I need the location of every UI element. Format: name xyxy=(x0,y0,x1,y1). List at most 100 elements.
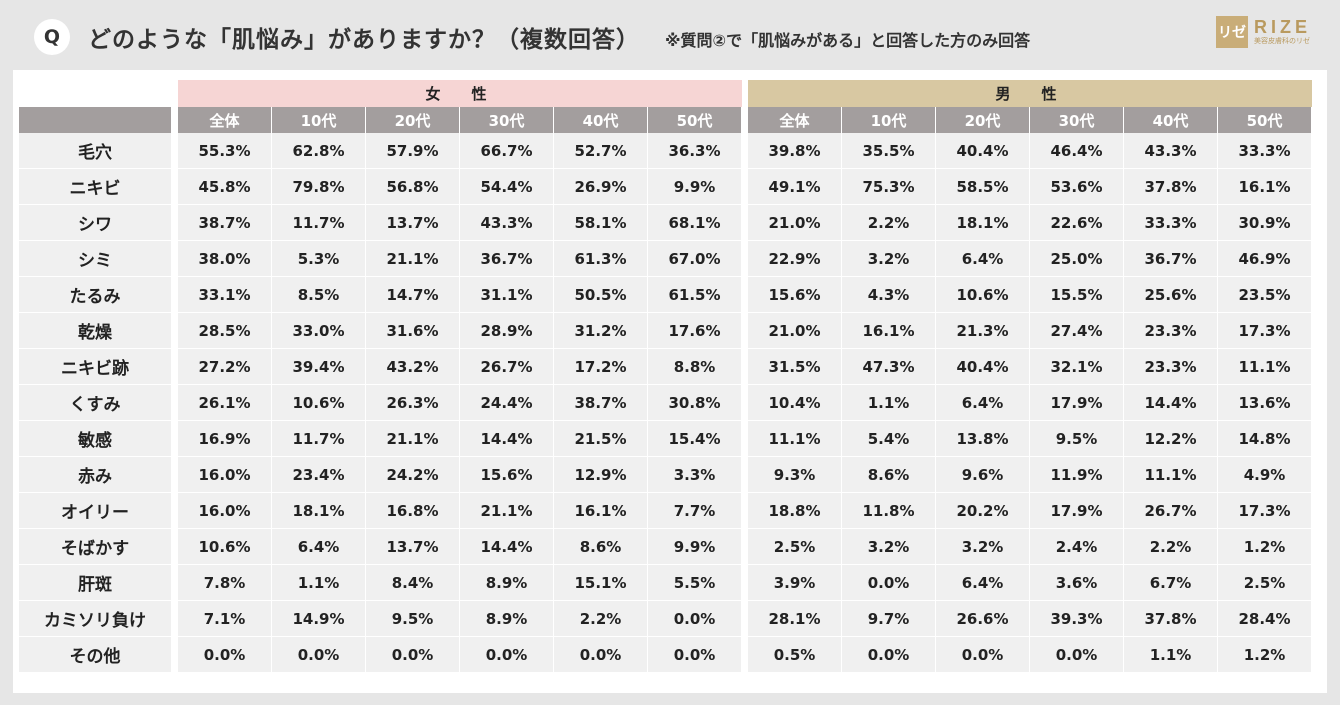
value-cell-female: 0.0% xyxy=(648,637,742,673)
row-label: 肝斑 xyxy=(19,565,172,601)
value-cell-female: 15.1% xyxy=(554,565,648,601)
value-cell-male: 0.0% xyxy=(842,565,936,601)
value-cell-male: 6.7% xyxy=(1124,565,1218,601)
value-cell-male: 13.8% xyxy=(936,421,1030,457)
value-cell-male: 58.5% xyxy=(936,169,1030,205)
value-cell-female: 14.4% xyxy=(460,421,554,457)
value-cell-female: 5.5% xyxy=(648,565,742,601)
value-cell-male: 32.1% xyxy=(1030,349,1124,385)
value-cell-male: 28.1% xyxy=(748,601,842,637)
gap-cell xyxy=(172,529,178,565)
value-cell-male: 8.6% xyxy=(842,457,936,493)
row-label: くすみ xyxy=(19,385,172,421)
value-cell-female: 1.1% xyxy=(272,565,366,601)
page-header: Q どのような「肌悩み」がありますか？（複数回答） ※質問②で「肌悩みがある」と… xyxy=(0,0,1340,70)
value-cell-female: 39.4% xyxy=(272,349,366,385)
value-cell-female: 23.4% xyxy=(272,457,366,493)
value-cell-female: 61.3% xyxy=(554,241,648,277)
value-cell-female: 16.0% xyxy=(178,457,272,493)
value-cell-male: 23.3% xyxy=(1124,313,1218,349)
value-cell-female: 0.0% xyxy=(178,637,272,673)
gap-cell xyxy=(172,241,178,277)
value-cell-female: 79.8% xyxy=(272,169,366,205)
value-cell-male: 0.5% xyxy=(748,637,842,673)
value-cell-male: 3.9% xyxy=(748,565,842,601)
column-header: 40代 xyxy=(554,107,648,133)
value-cell-female: 21.1% xyxy=(460,493,554,529)
value-cell-male: 27.4% xyxy=(1030,313,1124,349)
value-cell-male: 5.4% xyxy=(842,421,936,457)
value-cell-female: 28.9% xyxy=(460,313,554,349)
value-cell-male: 2.4% xyxy=(1030,529,1124,565)
value-cell-male: 3.2% xyxy=(936,529,1030,565)
value-cell-female: 7.1% xyxy=(178,601,272,637)
value-cell-male: 40.4% xyxy=(936,349,1030,385)
column-header: 20代 xyxy=(936,107,1030,133)
value-cell-female: 43.3% xyxy=(460,205,554,241)
gap-cell xyxy=(172,133,178,169)
value-cell-male: 0.0% xyxy=(936,637,1030,673)
value-cell-female: 16.1% xyxy=(554,493,648,529)
value-cell-female: 61.5% xyxy=(648,277,742,313)
value-cell-female: 31.1% xyxy=(460,277,554,313)
column-header: 20代 xyxy=(366,107,460,133)
value-cell-male: 2.5% xyxy=(748,529,842,565)
value-cell-female: 0.0% xyxy=(554,637,648,673)
value-cell-female: 8.9% xyxy=(460,601,554,637)
column-header: 40代 xyxy=(1124,107,1218,133)
value-cell-female: 17.2% xyxy=(554,349,648,385)
value-cell-male: 17.9% xyxy=(1030,385,1124,421)
gap-cell xyxy=(172,565,178,601)
value-cell-male: 0.0% xyxy=(842,637,936,673)
value-cell-male: 46.9% xyxy=(1218,241,1312,277)
table-row: 肝斑 7.8% 1.1% 8.4% 8.9% 15.1% 5.5% 3.9% 0.0% 6.4% 3… xyxy=(19,565,1312,601)
value-cell-female: 2.2% xyxy=(554,601,648,637)
value-cell-female: 28.5% xyxy=(178,313,272,349)
value-cell-female: 38.7% xyxy=(554,385,648,421)
gap-cell xyxy=(172,205,178,241)
question-badge: Q xyxy=(34,19,70,55)
group-header-female: 女 性 xyxy=(178,80,742,107)
column-header: 50代 xyxy=(648,107,742,133)
value-cell-male: 2.2% xyxy=(1124,529,1218,565)
value-cell-male: 13.6% xyxy=(1218,385,1312,421)
value-cell-female: 31.2% xyxy=(554,313,648,349)
value-cell-male: 18.1% xyxy=(936,205,1030,241)
table-row: カミソリ負け 7.1% 14.9% 9.5% 8.9% 2.2% 0.0% 28.1% 9.7%… xyxy=(19,601,1312,637)
column-header: 50代 xyxy=(1218,107,1312,133)
value-cell-male: 4.9% xyxy=(1218,457,1312,493)
gap-cell xyxy=(172,493,178,529)
table-panel: 女 性 男 性 全体 10代 20代 30代 40代 50代 全体 10代 20代 30代 40代 5… xyxy=(13,70,1327,693)
table-row: その他 0.0% 0.0% 0.0% 0.0% 0.0% 0.0% 0.5% 0.0% 0.0% 0… xyxy=(19,637,1312,673)
value-cell-male: 22.9% xyxy=(748,241,842,277)
value-cell-male: 0.0% xyxy=(1030,637,1124,673)
value-cell-female: 45.8% xyxy=(178,169,272,205)
row-label: 赤み xyxy=(19,457,172,493)
table-row: 赤み 16.0% 23.4% 24.2% 15.6% 12.9% 3.3% 9.3% 8.6% 9… xyxy=(19,457,1312,493)
value-cell-male: 10.4% xyxy=(748,385,842,421)
value-cell-female: 43.2% xyxy=(366,349,460,385)
value-cell-female: 33.0% xyxy=(272,313,366,349)
row-label: シミ xyxy=(19,241,172,277)
question-note: ※質問②で「肌悩みがある」と回答した方のみ回答 xyxy=(665,31,1031,50)
value-cell-male: 4.3% xyxy=(842,277,936,313)
table-body: 毛穴 55.3% 62.8% 57.9% 66.7% 52.7% 36.3% 39.8% 35.… xyxy=(19,133,1312,673)
table-row: シワ 38.7% 11.7% 13.7% 43.3% 58.1% 68.1% 21.0% 2.2… xyxy=(19,205,1312,241)
gap-cell xyxy=(172,637,178,673)
row-label: そばかす xyxy=(19,529,172,565)
value-cell-male: 2.5% xyxy=(1218,565,1312,601)
value-cell-male: 37.8% xyxy=(1124,601,1218,637)
gap-cell xyxy=(742,277,748,313)
value-cell-male: 9.7% xyxy=(842,601,936,637)
gap-cell xyxy=(172,313,178,349)
value-cell-female: 56.8% xyxy=(366,169,460,205)
value-cell-male: 25.6% xyxy=(1124,277,1218,313)
value-cell-female: 26.3% xyxy=(366,385,460,421)
value-cell-female: 7.8% xyxy=(178,565,272,601)
value-cell-male: 17.3% xyxy=(1218,493,1312,529)
value-cell-male: 11.1% xyxy=(1218,349,1312,385)
gap-cell xyxy=(172,277,178,313)
value-cell-male: 28.4% xyxy=(1218,601,1312,637)
table-row: たるみ 33.1% 8.5% 14.7% 31.1% 50.5% 61.5% 15.6% 4.3… xyxy=(19,277,1312,313)
table-row: ニキビ 45.8% 79.8% 56.8% 54.4% 26.9% 9.9% 49.1% 75.… xyxy=(19,169,1312,205)
